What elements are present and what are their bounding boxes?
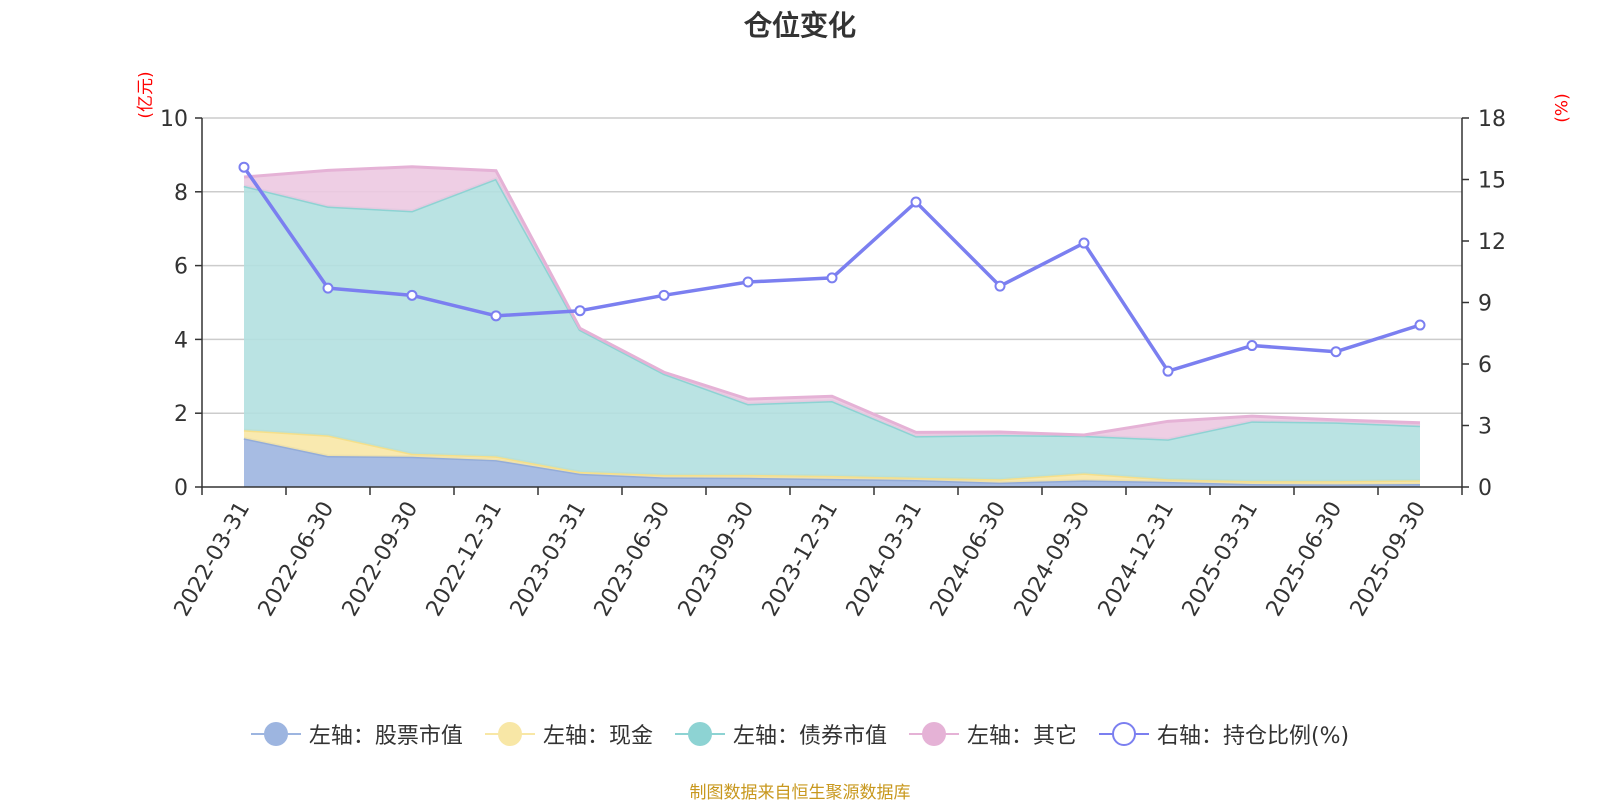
ratio-point — [238, 161, 250, 173]
ratio-point — [322, 282, 334, 294]
area-series-0 — [244, 438, 1420, 487]
x-tick-label: 2024-09-30 — [1010, 498, 1096, 621]
ratio-point — [490, 310, 502, 322]
x-tick-label: 2025-03-31 — [1178, 498, 1264, 621]
x-tick-label: 2022-03-31 — [170, 498, 256, 621]
left-tick-label: 6 — [174, 255, 188, 280]
ratio-point — [1330, 346, 1342, 358]
ratio-point — [1414, 319, 1426, 331]
right-tick-label: 0 — [1478, 476, 1492, 501]
ratio-point — [574, 305, 586, 317]
legend-item-stock[interactable]: 左轴：股票市值 — [250, 718, 463, 750]
x-tick-label: 2024-06-30 — [926, 498, 1012, 621]
left-tick-label: 4 — [174, 328, 188, 353]
left-tick-label: 2 — [174, 402, 188, 427]
legend-label-cash: 左轴：现金 — [542, 724, 653, 749]
chart-canvas: 024681003691215182022-03-312022-06-30202… — [160, 107, 1506, 621]
ratio-point — [406, 289, 418, 301]
x-tick-label: 2023-03-31 — [506, 498, 592, 621]
area-edge-series-3 — [243, 165, 1421, 437]
x-tick-label: 2024-12-31 — [1094, 498, 1180, 621]
ratio-point — [1162, 365, 1174, 377]
ratio-point — [1246, 340, 1258, 352]
right-tick-label: 9 — [1478, 292, 1492, 317]
legend-icon-bond — [674, 722, 725, 746]
ratio-point — [1078, 237, 1090, 249]
legend: 左轴：股票市值 左轴：现金 左轴：债券市值 左轴：其它 右轴：持仓比例(%) — [0, 718, 1600, 750]
x-tick-label: 2023-06-30 — [590, 498, 676, 621]
chart-title: 仓位变化 — [743, 9, 856, 42]
x-tick-label: 2022-09-30 — [338, 498, 424, 621]
x-tick-label: 2024-03-31 — [842, 498, 928, 621]
ratio-point — [658, 289, 670, 301]
legend-icon-other — [908, 722, 959, 746]
right-tick-label: 18 — [1478, 107, 1506, 132]
left-tick-label: 0 — [174, 476, 188, 501]
x-tick-label: 2022-12-31 — [422, 498, 508, 621]
legend-label-position-ratio: 右轴：持仓比例(%) — [1156, 724, 1350, 749]
legend-item-cash[interactable]: 左轴：现金 — [484, 718, 653, 750]
legend-icon-position-ratio — [1098, 722, 1149, 746]
area-series-3 — [244, 166, 1420, 440]
legend-item-other[interactable]: 左轴：其它 — [908, 718, 1077, 750]
legend-label-bond: 左轴：债券市值 — [732, 724, 887, 749]
right-tick-label: 15 — [1478, 169, 1506, 194]
ratio-point — [742, 276, 754, 288]
ratio-point — [826, 272, 838, 284]
x-tick-label: 2022-06-30 — [254, 498, 340, 621]
x-tick-label: 2023-12-31 — [758, 498, 844, 621]
x-tick-label: 2025-09-30 — [1346, 498, 1432, 621]
legend-item-position-ratio[interactable]: 右轴：持仓比例(%) — [1098, 718, 1350, 750]
ratio-point — [994, 280, 1006, 292]
right-tick-label: 6 — [1478, 353, 1492, 378]
right-tick-label: 3 — [1478, 415, 1492, 440]
left-tick-label: 10 — [160, 107, 188, 132]
data-source-note: 制图数据来自恒生聚源数据库 — [689, 783, 911, 803]
legend-icon-stock — [250, 722, 301, 746]
ratio-point — [910, 196, 922, 208]
legend-label-other: 左轴：其它 — [966, 724, 1077, 749]
legend-icon-cash — [484, 722, 535, 746]
area-series-2 — [244, 178, 1420, 482]
left-tick-label: 8 — [174, 181, 188, 206]
legend-label-stock: 左轴：股票市值 — [308, 724, 463, 749]
x-tick-label: 2023-09-30 — [674, 498, 760, 621]
right-tick-label: 12 — [1478, 230, 1506, 255]
x-tick-label: 2025-06-30 — [1262, 498, 1348, 621]
legend-item-bond[interactable]: 左轴：债券市值 — [674, 718, 887, 750]
